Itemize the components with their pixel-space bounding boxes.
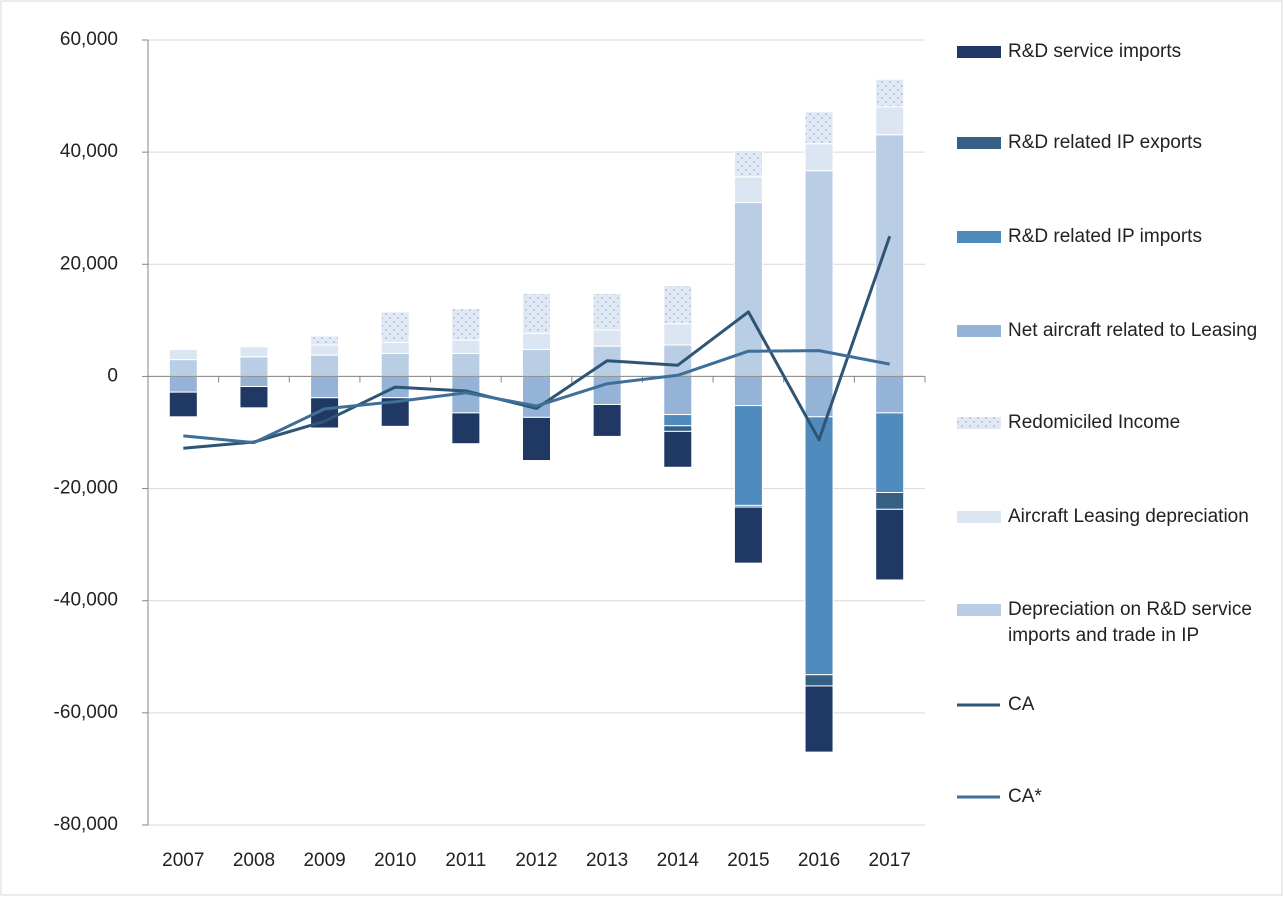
bar-segment [592, 403, 622, 437]
line-series [183, 349, 890, 445]
bar-segment [239, 346, 269, 358]
x-tick-label: 2015 [727, 850, 769, 871]
bar-segment [310, 335, 340, 346]
y-tick-label: -40,000 [54, 590, 118, 611]
bar-segment [804, 416, 834, 676]
y-tick-label: 20,000 [60, 253, 118, 274]
legend-marker [957, 46, 1001, 58]
bar-segment [804, 111, 834, 145]
legend-label: R&D related IP exports [1008, 132, 1202, 153]
bar-segment [168, 349, 198, 361]
x-tick-label: 2007 [162, 850, 204, 871]
bar-segment [310, 344, 340, 356]
bar-segment [522, 416, 551, 462]
bar-segment [804, 143, 834, 172]
bar-segment [592, 375, 622, 405]
bar-segment [380, 311, 410, 343]
bar-segment [804, 170, 834, 377]
bar-segment [663, 430, 693, 468]
bar-segment [733, 506, 763, 564]
bar-segment [522, 292, 551, 334]
y-tick-label: 40,000 [60, 141, 118, 162]
y-tick-label: 60,000 [60, 29, 118, 50]
legend-marker [957, 325, 1001, 337]
bar-segment [239, 356, 269, 377]
bar-segment [804, 674, 834, 687]
legend-label: Depreciation on R&D service imports and … [1008, 599, 1252, 646]
legend-label: CA [1008, 694, 1035, 715]
line-series [183, 235, 892, 450]
y-tick-label: 0 [107, 365, 118, 386]
legend-label: R&D related IP imports [1008, 226, 1202, 247]
legend-marker [957, 417, 1001, 429]
bar-segment [380, 341, 410, 354]
bar-segment [168, 359, 198, 377]
bar-segment [451, 352, 481, 377]
bar-segment [663, 375, 693, 416]
bar-segment [663, 285, 693, 325]
bar-segment [168, 375, 198, 393]
bar-segment [522, 349, 551, 377]
x-tick-label: 2017 [869, 850, 911, 871]
legend-label: Redomiciled Income [1008, 412, 1181, 433]
bar-segment [875, 508, 905, 581]
bar-segment [592, 292, 622, 331]
x-tick-label: 2012 [515, 850, 557, 871]
legend-label: R&D service imports [1008, 41, 1182, 62]
x-tick-label: 2014 [657, 850, 700, 871]
x-tick-label: 2010 [374, 850, 416, 871]
bar-segment [804, 685, 834, 753]
legend-label: Net aircraft related to Leasing [1008, 320, 1258, 341]
x-tick-label: 2008 [233, 850, 275, 871]
legend-marker [957, 137, 1001, 149]
bar-segment [663, 414, 693, 427]
bar-segment [451, 412, 481, 445]
legend-label: CA* [1008, 786, 1042, 807]
y-tick-label: -80,000 [54, 814, 118, 835]
bar-segment [380, 352, 410, 377]
bar-segment [875, 412, 905, 493]
bar-segment [168, 391, 198, 418]
bar-segment [239, 386, 269, 409]
bar-segment [592, 329, 622, 347]
bar-segment [875, 375, 905, 414]
bar-segment [875, 491, 905, 510]
legend-marker [957, 511, 1001, 523]
bar-segment [733, 149, 763, 178]
bar-segment [875, 106, 905, 136]
legend-label: Aircraft Leasing depreciation [1008, 506, 1249, 527]
bar-segment [733, 375, 763, 407]
bar-segment [310, 375, 340, 399]
bar-segment [875, 134, 905, 377]
bar-segment [875, 78, 905, 108]
bar-segment [239, 375, 269, 388]
x-tick-label: 2011 [445, 850, 486, 871]
bar-segment [310, 354, 340, 377]
bar-segment [451, 308, 481, 341]
legend-marker [957, 604, 1001, 616]
x-tick-label: 2009 [303, 850, 345, 871]
bar-segment [733, 405, 763, 506]
y-tick-label: -20,000 [54, 478, 118, 499]
x-tick-label: 2013 [586, 850, 628, 871]
x-tick-label: 2016 [798, 850, 840, 871]
bar-segment [522, 332, 551, 351]
bar-segment [733, 176, 763, 204]
legend-marker [957, 231, 1001, 243]
bar-segment [663, 323, 693, 346]
bar-segment [451, 339, 481, 354]
y-tick-label: -60,000 [54, 702, 118, 723]
bar-segment [663, 425, 693, 432]
bar-segment [522, 375, 551, 418]
